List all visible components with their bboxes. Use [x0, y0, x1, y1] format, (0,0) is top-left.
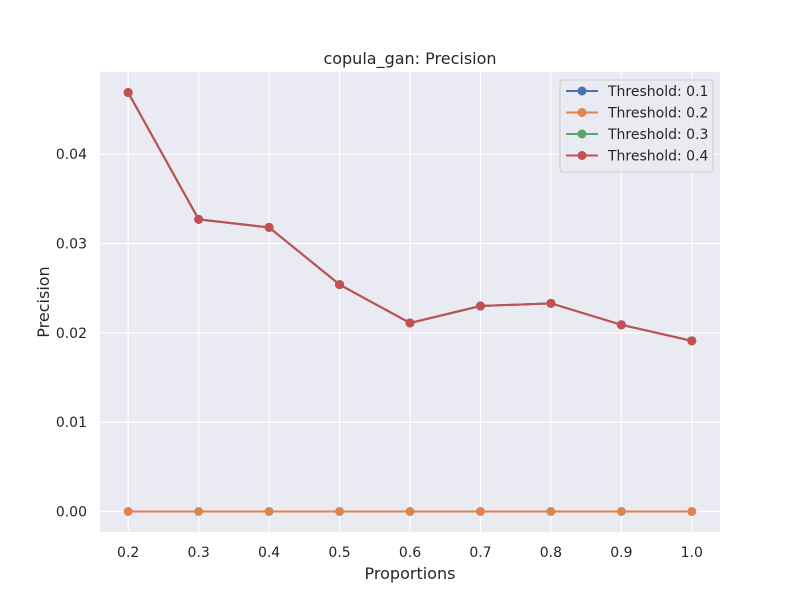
legend: Threshold: 0.1 Threshold: 0.2 Threshold: 0… — [559, 79, 714, 173]
data-point — [335, 506, 345, 516]
x-tick-label: 1.0 — [681, 545, 703, 561]
y-tick-label: 0.01 — [56, 415, 87, 431]
series-4 — [123, 88, 697, 346]
x-axis-label: Proportions — [365, 564, 456, 583]
data-point — [546, 506, 556, 516]
y-tick-label: 0.03 — [56, 236, 87, 252]
legend-marker — [577, 108, 587, 117]
x-tick-label: 0.9 — [610, 545, 632, 561]
y-tick-label: 0.00 — [56, 504, 87, 520]
x-tick-label: 0.7 — [469, 545, 491, 561]
data-point — [405, 318, 415, 328]
legend-entry: Threshold: 0.1 — [566, 84, 708, 100]
data-point — [687, 506, 697, 516]
y-tick-label: 0.02 — [56, 326, 87, 342]
legend-marker — [577, 86, 587, 96]
data-point — [123, 506, 133, 516]
x-tick-label: 0.4 — [258, 545, 280, 561]
legend-marker — [577, 151, 587, 160]
y-tick-labels: 0.00 0.01 0.02 0.03 0.04 — [56, 147, 87, 520]
data-point — [335, 280, 345, 290]
data-point — [546, 298, 556, 308]
data-point — [616, 320, 626, 330]
legend-label: Threshold: 0.2 — [607, 106, 708, 122]
legend-box — [559, 79, 714, 173]
legend-label: Threshold: 0.3 — [607, 127, 708, 143]
data-point — [405, 506, 415, 516]
legend-entry: Threshold: 0.4 — [566, 149, 709, 165]
x-tick-label: 0.2 — [117, 545, 139, 561]
legend-label: Threshold: 0.4 — [607, 149, 709, 165]
data-point — [475, 506, 485, 516]
x-tick-label: 0.8 — [540, 545, 562, 561]
x-tick-label: 0.5 — [328, 545, 350, 561]
y-tick-label: 0.04 — [56, 147, 87, 163]
x-tick-label: 0.6 — [399, 545, 421, 561]
legend-marker — [577, 129, 587, 139]
data-point — [616, 506, 626, 516]
data-point — [475, 301, 485, 311]
data-point — [194, 506, 204, 516]
legend-entry: Threshold: 0.2 — [566, 106, 708, 122]
legend-label: Threshold: 0.1 — [607, 84, 708, 100]
data-point — [264, 222, 274, 232]
data-point — [687, 336, 697, 346]
x-tick-label: 0.3 — [188, 545, 210, 561]
data-point — [194, 214, 204, 224]
series-layer — [123, 88, 697, 516]
chart-title: copula_gan: Precision — [323, 49, 496, 69]
series-2 — [123, 506, 697, 516]
legend-entry: Threshold: 0.3 — [566, 127, 708, 143]
data-point — [123, 88, 133, 98]
x-tick-labels: 0.2 0.3 0.4 0.5 0.6 0.7 0.8 0.9 1.0 — [117, 545, 703, 561]
y-axis-label: Precision — [34, 266, 53, 337]
data-point — [264, 506, 274, 516]
